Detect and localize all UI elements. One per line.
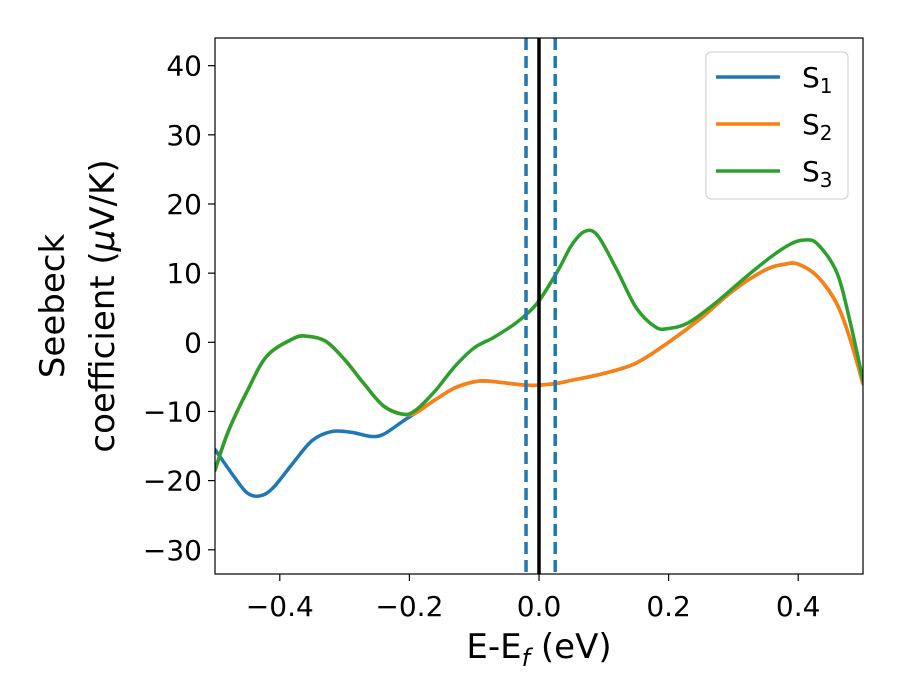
legend: S1 S2 S3 bbox=[705, 51, 849, 200]
y-tick-label: −10 bbox=[143, 395, 202, 428]
legend-label-s3-sub: 3 bbox=[820, 168, 833, 192]
y-axis-title: Seebeck coefficient (μV/K) bbox=[33, 159, 123, 452]
x-tick-label: 0.2 bbox=[646, 590, 691, 623]
y-axis-title-line2: coefficient (μV/K) bbox=[83, 159, 123, 452]
y-tick-label: 40 bbox=[166, 50, 202, 83]
legend-label-s1-sub: 1 bbox=[820, 74, 833, 98]
legend-label-s2-name: S bbox=[802, 108, 820, 141]
y-tick-label: 10 bbox=[166, 257, 202, 290]
x-axis-title: E-Ef (eV) bbox=[466, 627, 611, 672]
x-axis-title-main: E-E bbox=[466, 627, 521, 667]
legend-label-s2-sub: 2 bbox=[820, 121, 833, 145]
y-axis-title-line1: Seebeck bbox=[33, 234, 73, 379]
x-tick-label: −0.4 bbox=[246, 590, 314, 623]
x-axis: −0.4 −0.2 0.0 0.2 0.4 bbox=[246, 574, 821, 623]
x-tick-label: 0.4 bbox=[776, 590, 821, 623]
x-axis-title-unit: (eV) bbox=[530, 627, 612, 667]
y-tick-label: 0 bbox=[184, 326, 202, 359]
x-tick-label: −0.2 bbox=[375, 590, 443, 623]
y-axis-title-unit: V/K) bbox=[83, 159, 123, 229]
legend-label-s1-name: S bbox=[802, 61, 820, 94]
legend-label-s3-name: S bbox=[802, 155, 820, 188]
legend-label-s3: S3 bbox=[802, 155, 833, 192]
y-axis-title-line2-main: coefficient ( bbox=[83, 251, 123, 452]
y-tick-label: 30 bbox=[166, 119, 202, 152]
y-tick-label: −20 bbox=[143, 465, 202, 498]
legend-label-s1: S1 bbox=[802, 61, 833, 98]
y-tick-label: −30 bbox=[143, 534, 202, 567]
x-tick-label: 0.0 bbox=[517, 590, 562, 623]
y-axis: −30 −20 −10 0 10 20 30 40 bbox=[143, 50, 215, 567]
y-axis-title-mu: μ bbox=[83, 230, 123, 253]
legend-label-s2: S2 bbox=[802, 108, 833, 145]
y-tick-label: 20 bbox=[166, 188, 202, 221]
vline-layer bbox=[524, 38, 557, 574]
